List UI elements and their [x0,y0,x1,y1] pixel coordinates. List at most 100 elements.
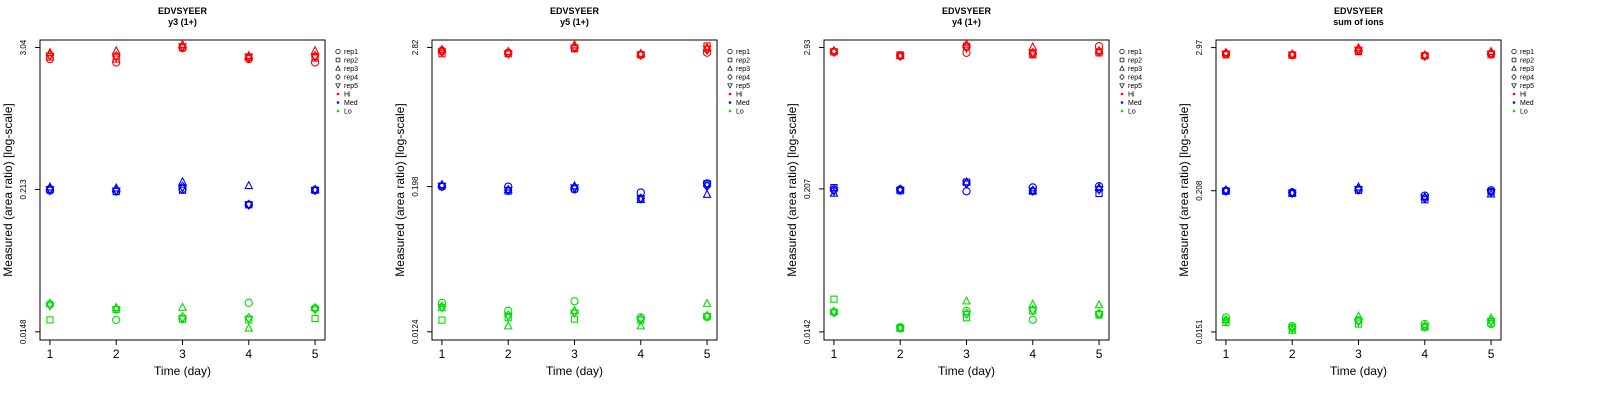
plot-frame [823,39,1110,341]
x-tick-label: 5 [1096,347,1103,361]
chart-subtitle: y3 (1+) [168,17,197,27]
x-tick-label: 2 [1289,347,1296,361]
legend-item-rep4: rep4 [335,73,358,82]
point-rep5 [569,184,580,194]
point-rep5 [1353,318,1364,327]
legend-label: rep2 [1128,58,1142,65]
point-rep3 [829,306,839,315]
point-rep5 [829,187,839,197]
legend-label: Hi [1520,92,1527,99]
y-tick-label: 3.04 [19,39,28,55]
legend-item-rep2: rep2 [335,58,358,65]
point-rep3 [1353,310,1364,320]
point-rep1 [244,298,253,307]
y-tick-label: 0.213 [19,179,28,200]
point-rep3 [1221,184,1231,194]
point-rep3 [961,295,972,305]
point-rep5 [1094,48,1104,58]
point-rep3 [895,50,905,60]
point-rep5 [1094,310,1104,320]
legend-item-hi: Hi [728,92,743,99]
legend-item-rep1: rep1 [335,48,358,56]
plot-frame [431,39,718,341]
point-rep2 [438,316,446,324]
point-rep1 [1028,183,1037,192]
x-tick-label: 2 [113,347,120,361]
legend-dot [336,92,340,96]
series-hi [437,39,712,61]
legend-dot [336,101,340,104]
legend-item-rep3: rep3 [1511,65,1534,73]
point-rep5 [636,316,646,326]
x-axis-label: Time (day) [154,364,211,378]
y-tick-label: 2.97 [1195,39,1204,55]
point-rep3 [961,39,972,48]
point-rep5 [961,44,972,54]
legend-item-rep5: rep5 [335,83,358,90]
x-tick-label: 2 [897,347,904,361]
point-rep5 [111,53,121,63]
legend-item-rep5: rep5 [1119,83,1142,90]
legend-label: rep5 [344,83,358,90]
x-tick-label: 1 [1223,347,1230,361]
series-lo [45,298,320,332]
point-rep5 [1353,185,1364,195]
x-tick-label: 4 [1421,347,1428,361]
legend-symbol-rep1 [1119,48,1125,55]
x-tick-label: 5 [312,347,319,361]
legend-dot [728,109,732,113]
chart-subtitle: y4 (1+) [952,17,981,27]
y-tick-label: 0.208 [1195,180,1204,201]
series-hi [1221,42,1496,62]
point-rep5 [569,44,580,54]
legend-item-lo: Lo [336,109,352,116]
legend-label: rep4 [1128,75,1142,82]
x-tick-label: 4 [1029,347,1036,361]
legend-label: rep2 [736,58,750,65]
legend-symbol-rep5 [1511,83,1517,89]
legend-item-lo: Lo [1512,109,1528,116]
point-rep5 [503,312,513,322]
legend-label: Hi [1128,92,1135,99]
point-rep5 [1028,187,1038,197]
point-rep5 [503,186,513,196]
legend-dot [1120,101,1124,104]
point-rep3 [1028,185,1038,194]
legend-symbol-rep1 [335,48,341,55]
series-lo [1221,310,1496,335]
legend-dot [728,92,732,96]
legend-label: Med [736,100,750,107]
legend-label: rep1 [1520,49,1534,56]
legend-label: rep5 [1128,83,1142,90]
legend-label: rep4 [736,75,750,82]
point-rep5 [702,45,712,55]
legend-symbol-rep2 [1511,57,1517,63]
chart-title: EDVSYEER [158,6,208,16]
point-rep5 [1420,194,1430,204]
point-rep5 [702,181,712,191]
series-lo [437,297,712,330]
point-rep1 [1221,313,1231,322]
point-rep3 [702,298,712,307]
legend-symbol-rep4 [335,73,341,81]
point-rep3 [636,320,646,330]
point-rep5 [1094,186,1104,195]
point-rep5 [895,52,905,62]
point-rep3 [1287,187,1297,197]
chart-title: EDVSYEER [550,6,600,16]
point-rep2 [311,314,319,323]
point-rep5 [244,315,254,325]
legend-item-rep2: rep2 [727,58,750,65]
series-med [437,179,712,204]
legend-label: Lo [1520,109,1528,116]
legend-item-rep1: rep1 [1119,48,1142,56]
legend-label: rep2 [344,58,358,65]
y-tick-label: 0.0148 [19,319,28,344]
point-rep1 [310,58,320,67]
y-tick-label: 0.0151 [1195,319,1204,344]
point-rep5 [1287,189,1297,199]
legend-item-med: Med [1120,100,1142,107]
legend-item-rep3: rep3 [1119,65,1142,73]
legend-item-rep4: rep4 [1511,73,1534,82]
